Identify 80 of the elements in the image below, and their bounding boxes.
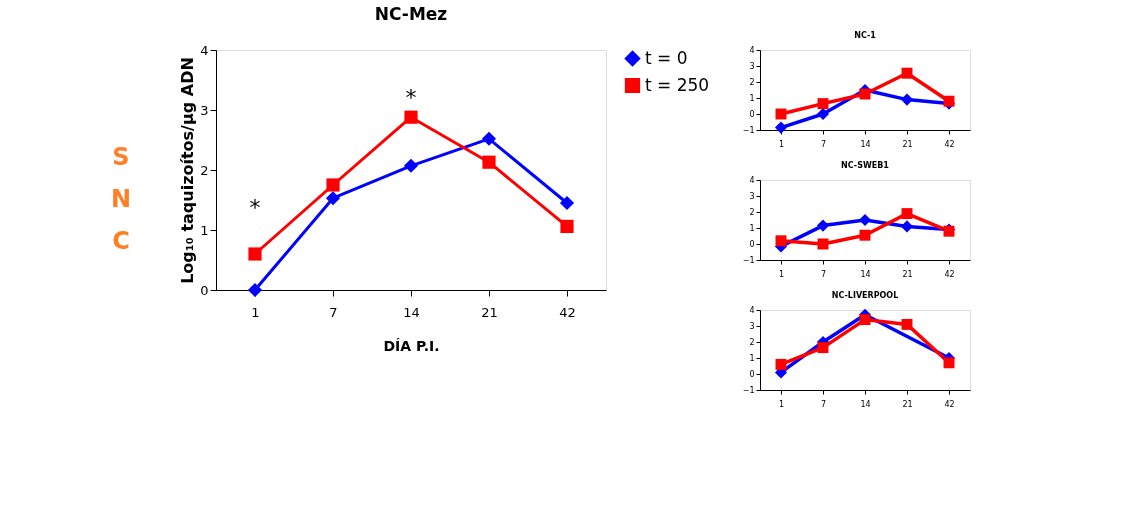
y-tick-label: 2 bbox=[749, 337, 755, 347]
x-tick-label: 7 bbox=[329, 304, 338, 320]
chart-title: NC-LIVERPOOL bbox=[831, 291, 899, 300]
y-tick-label: 4 bbox=[749, 45, 755, 55]
x-axis-title: DÍA P.I. bbox=[383, 337, 440, 354]
x-tick-label: 1 bbox=[778, 269, 785, 279]
y-tick-label: 0 bbox=[749, 239, 755, 249]
x-tick-label: 1 bbox=[778, 139, 785, 149]
point bbox=[775, 235, 787, 247]
y-tick-label: 1 bbox=[749, 93, 755, 103]
y-tick-label: 1 bbox=[200, 222, 209, 238]
x-tick-label: 1 bbox=[778, 399, 785, 409]
point bbox=[248, 247, 262, 261]
x-tick-label: 42 bbox=[559, 304, 576, 320]
point bbox=[901, 208, 913, 220]
y-tick-label: 1 bbox=[749, 223, 755, 233]
point bbox=[481, 131, 497, 146]
chart-title: NC-1 bbox=[854, 31, 877, 40]
point bbox=[560, 219, 574, 233]
y-tick-label: 2 bbox=[749, 207, 755, 217]
point bbox=[403, 158, 419, 173]
point bbox=[326, 178, 340, 192]
point bbox=[816, 107, 830, 121]
annotation: * bbox=[405, 85, 417, 110]
x-tick-label: 21 bbox=[902, 139, 913, 149]
x-tick-label: 1 bbox=[251, 304, 260, 320]
point bbox=[404, 110, 418, 124]
x-tick-label: 7 bbox=[820, 139, 827, 149]
point bbox=[559, 195, 575, 211]
x-tick-label: 7 bbox=[820, 399, 827, 409]
y-tick-label: 0 bbox=[200, 282, 209, 298]
y-tick-label: 2 bbox=[749, 77, 755, 87]
point bbox=[482, 155, 496, 169]
y-tick-label: 3 bbox=[749, 321, 755, 331]
x-tick-label: 21 bbox=[902, 399, 913, 409]
annotation: * bbox=[249, 195, 261, 221]
point bbox=[247, 282, 263, 298]
x-tick-label: 21 bbox=[481, 304, 498, 320]
y-tick-label: −1 bbox=[742, 385, 755, 395]
y-tick-label: −1 bbox=[742, 255, 755, 265]
point bbox=[901, 67, 913, 79]
x-tick-label: 14 bbox=[860, 399, 871, 409]
point bbox=[900, 220, 914, 233]
y-tick-label: 1 bbox=[749, 353, 755, 363]
point bbox=[859, 229, 871, 241]
point bbox=[859, 314, 871, 326]
x-tick-label: 42 bbox=[944, 139, 955, 149]
y-tick-label: 4 bbox=[200, 42, 209, 58]
y-tick-label: 3 bbox=[749, 61, 755, 71]
point bbox=[858, 213, 872, 227]
x-tick-label: 14 bbox=[860, 139, 871, 149]
y-tick-label: 3 bbox=[200, 102, 209, 118]
point bbox=[900, 93, 914, 106]
x-tick-label: 42 bbox=[944, 269, 955, 279]
chart-title: NC-SWEB1 bbox=[841, 161, 890, 170]
y-axis-title: Log₁₀ taquizoítos/µg ADN bbox=[178, 57, 198, 284]
y-tick-label: 3 bbox=[749, 191, 755, 201]
x-tick-label: 21 bbox=[902, 269, 913, 279]
y-tick-label: 0 bbox=[749, 109, 755, 119]
x-tick-label: 14 bbox=[860, 269, 871, 279]
text: SNC bbox=[110, 143, 132, 255]
x-tick-label: 14 bbox=[403, 304, 420, 320]
y-tick-label: 4 bbox=[749, 305, 755, 315]
x-tick-label: 7 bbox=[820, 269, 827, 279]
y-tick-label: 0 bbox=[749, 369, 755, 379]
legend-label: t = 0 bbox=[645, 47, 688, 68]
chart-title: NC-Mez bbox=[374, 4, 448, 24]
y-tick-label: 4 bbox=[749, 175, 755, 185]
y-tick-label: 2 bbox=[200, 162, 209, 178]
point bbox=[817, 98, 829, 110]
point bbox=[325, 191, 341, 206]
y-tick-label: −1 bbox=[742, 125, 755, 135]
point bbox=[901, 318, 913, 330]
point bbox=[774, 121, 788, 134]
point bbox=[817, 342, 829, 354]
legend-label: t = 250 bbox=[645, 74, 710, 95]
point bbox=[816, 219, 830, 232]
x-tick-label: 42 bbox=[944, 399, 955, 409]
point bbox=[943, 357, 955, 369]
point bbox=[775, 358, 787, 370]
